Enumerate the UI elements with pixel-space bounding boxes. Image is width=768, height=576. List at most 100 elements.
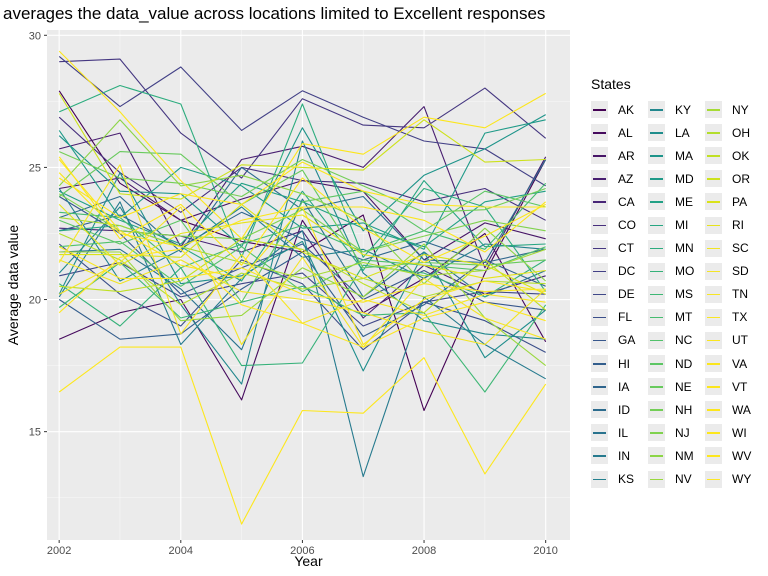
legend-label: MA xyxy=(675,148,693,163)
legend-item-ar: AR xyxy=(591,144,648,167)
legend-item-dc: DC xyxy=(591,260,648,283)
series-line-ct xyxy=(59,58,547,179)
legend-label: KS xyxy=(618,472,635,487)
legend-item-ks: KS xyxy=(591,468,648,491)
legend-label: AL xyxy=(618,125,633,140)
legend-item-nd: ND xyxy=(648,352,705,375)
legend-key xyxy=(648,401,665,419)
legend-item-al: AL xyxy=(591,121,648,144)
legend-column: NY OH OK OR PA RI SC SD TN TX UT VA VT WA WI WV WY xyxy=(705,98,762,491)
legend-item-ga: GA xyxy=(591,329,648,352)
legend-key xyxy=(648,470,665,488)
legend-key xyxy=(591,308,608,326)
legend-item-co: CO xyxy=(591,213,648,236)
series-line-ky xyxy=(58,140,546,385)
series-line-oh xyxy=(58,232,546,306)
legend-item-la: LA xyxy=(648,121,705,144)
legend-label: OH xyxy=(732,125,750,140)
series-line-ny xyxy=(59,217,546,279)
legend-label: SC xyxy=(732,241,749,256)
legend-key xyxy=(591,124,608,142)
legend-key xyxy=(591,101,608,119)
series-line-nm xyxy=(58,119,547,285)
legend-item-ky: KY xyxy=(648,98,705,121)
legend-item-wi: WI xyxy=(705,421,762,444)
legend-key xyxy=(591,331,608,349)
legend-key xyxy=(591,216,608,234)
series-line-ga xyxy=(58,196,546,311)
legend-label: AK xyxy=(618,102,635,117)
legend-label: AR xyxy=(618,148,635,163)
legend-item-ri: RI xyxy=(705,213,762,236)
legend-key xyxy=(705,401,722,419)
legend-item-sd: SD xyxy=(705,260,762,283)
legend-key xyxy=(648,216,665,234)
legend-label: NC xyxy=(675,333,693,348)
y-tick-label: 30 xyxy=(29,30,41,42)
legend-label: NJ xyxy=(675,425,690,440)
legend-item-nj: NJ xyxy=(648,421,705,444)
chart-title: averages the data_value across locations… xyxy=(3,4,546,23)
series-line-wa xyxy=(58,156,546,266)
legend-item-me: ME xyxy=(648,190,705,213)
legend-label: NY xyxy=(732,102,749,117)
legend-item-or: OR xyxy=(705,167,762,190)
legend-item-ms: MS xyxy=(648,283,705,306)
legend-label: MS xyxy=(675,287,693,302)
legend-key xyxy=(648,447,665,465)
legend-label: VT xyxy=(732,379,748,394)
legend-key xyxy=(705,262,722,280)
legend-item-oh: OH xyxy=(705,121,762,144)
legend-item-nm: NM xyxy=(648,444,705,467)
series-line-az xyxy=(59,106,547,269)
legend-key xyxy=(705,355,722,373)
legend-key xyxy=(591,355,608,373)
series-line-wv xyxy=(58,346,547,525)
legend-label: HI xyxy=(618,356,630,371)
legend-label: ME xyxy=(675,194,693,209)
legend-key xyxy=(648,124,665,142)
legend-key xyxy=(705,447,722,465)
legend-key xyxy=(705,308,722,326)
legend-label: IN xyxy=(618,448,630,463)
legend-item-il: IL xyxy=(591,421,648,444)
legend-label: WV xyxy=(732,448,752,463)
legend-label: NH xyxy=(675,402,693,417)
legend-label: UT xyxy=(732,333,748,348)
legend-key xyxy=(705,331,722,349)
series-line-md xyxy=(58,119,546,250)
legend-key xyxy=(705,170,722,188)
x-axis: 2002 2004 2006 2008 2010 xyxy=(47,540,558,557)
series-line-or xyxy=(58,93,546,200)
legend-key xyxy=(591,470,608,488)
legend-key xyxy=(591,424,608,442)
series-line-co xyxy=(58,116,546,221)
series-line-wi xyxy=(58,161,546,219)
legend-label: IA xyxy=(618,379,630,394)
legend-key xyxy=(705,239,722,257)
legend-item-mi: MI xyxy=(648,213,705,236)
legend-key xyxy=(591,193,608,211)
legend-key xyxy=(591,239,608,257)
legend-label: DE xyxy=(618,287,635,302)
legend-label: RI xyxy=(732,218,744,233)
legend-label: LA xyxy=(675,125,690,140)
legend-item-ne: NE xyxy=(648,375,705,398)
y-axis: 15 20 25 30 xyxy=(29,30,47,439)
x-tick-label: 2002 xyxy=(47,545,71,557)
legend-label: WY xyxy=(732,472,752,487)
series-line-pa xyxy=(59,203,546,295)
legend-title: States xyxy=(591,76,631,92)
series-layer xyxy=(58,50,547,525)
legend-item-mo: MO xyxy=(648,260,705,283)
legend-item-mt: MT xyxy=(648,306,705,329)
x-tick-label: 2010 xyxy=(533,545,557,557)
legend-key xyxy=(648,424,665,442)
legend-label: KY xyxy=(675,102,692,117)
legend-key xyxy=(705,424,722,442)
legend-label: WA xyxy=(732,402,751,417)
series-line-va xyxy=(58,172,547,253)
legend-label: MD xyxy=(675,171,694,186)
legend-key xyxy=(648,331,665,349)
legend-item-pa: PA xyxy=(705,190,762,213)
